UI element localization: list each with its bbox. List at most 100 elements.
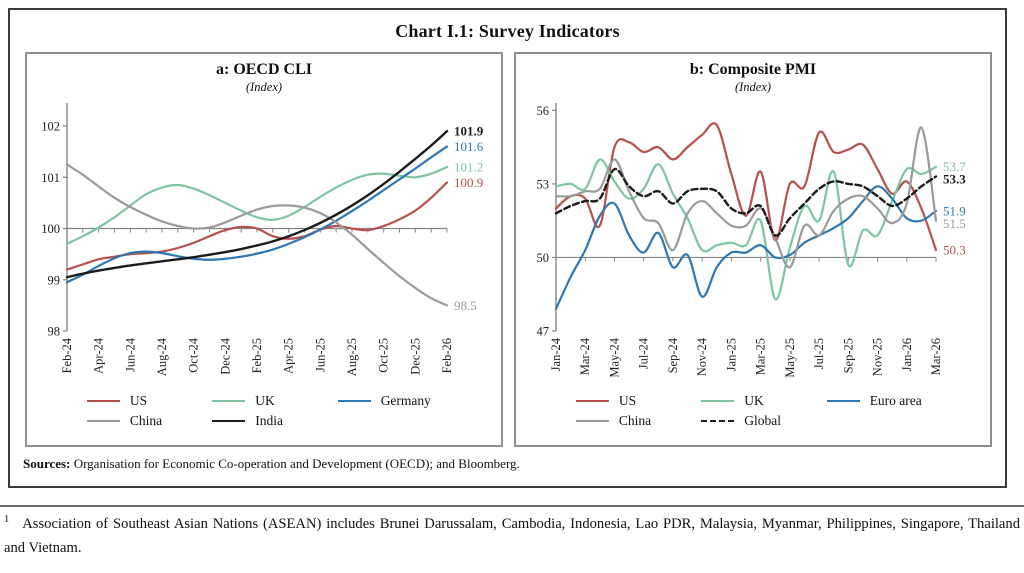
series-india <box>65 129 449 279</box>
series-end-label: 100.9 <box>454 175 483 190</box>
series-end-label: 53.7 <box>943 159 966 174</box>
legend-item-germany: Germany <box>337 393 463 409</box>
x-tick-label: Nov-24 <box>695 337 709 376</box>
panel-composite-pmi: b: Composite PMI (Index) 47 50 53 56 Jan-24 M… <box>514 52 992 447</box>
series-end-label: 101.6 <box>454 139 484 154</box>
legend-label: Euro area <box>869 393 922 408</box>
x-tick-label: Jun-24 <box>123 337 137 372</box>
sources-line: Sources: Organisation for Economic Co-op… <box>23 456 1005 472</box>
chart-panels: a: OECD CLI (Index) 98 99 100 101 102 Feb-24 A… <box>10 52 1005 447</box>
y-tick-label: 101 <box>41 171 60 185</box>
legend-swatch <box>701 420 735 422</box>
legend-label: UK <box>255 393 275 408</box>
x-tick-label: Mar-25 <box>754 338 768 375</box>
legend-label: US <box>129 393 148 408</box>
legend-item-china: China <box>575 413 701 429</box>
series-uk <box>65 165 449 245</box>
legend-item-uk: UK <box>212 393 337 409</box>
panel-oecd-cli: a: OECD CLI (Index) 98 99 100 101 102 Feb-24 A… <box>25 52 503 447</box>
footnote-marker: 1 <box>4 514 10 525</box>
x-tick-label: Jul-24 <box>637 337 651 369</box>
x-tick-label: Nov-25 <box>871 338 885 376</box>
series-euro-area <box>554 185 938 311</box>
legend-item-china: China <box>86 413 212 429</box>
series-china <box>554 126 938 269</box>
legend-swatch <box>212 400 246 402</box>
legend-label: China <box>618 413 652 428</box>
x-tick-label: Jan-24 <box>549 337 563 371</box>
x-tick-label: Oct-24 <box>187 337 201 372</box>
legend-item-india: India <box>212 413 337 429</box>
series-uk <box>554 158 938 301</box>
y-tick-label: 50 <box>537 251 550 265</box>
legend-swatch <box>86 420 120 422</box>
x-tick-label: Sep-24 <box>666 337 680 373</box>
legend-item-euro-area: Euro area <box>826 393 952 409</box>
series-china <box>65 163 449 307</box>
series-us <box>65 181 449 271</box>
x-tick-label: Oct-25 <box>377 338 391 373</box>
x-tick-label: Feb-25 <box>250 338 264 373</box>
y-tick-label: 99 <box>48 273 61 287</box>
series-end-label: 53.3 <box>943 172 966 187</box>
legend-swatch <box>701 400 735 402</box>
legend-label: UK <box>744 393 764 408</box>
panel-b-subtitle: (Index) <box>734 80 772 94</box>
panel-a-subtitle: (Index) <box>245 80 283 94</box>
oecd-cli-chart: 98 99 100 101 102 Feb-24 Apr-24 Jun-24 Aug-24 Oct… <box>41 103 484 376</box>
x-tick-label: Sep-25 <box>841 338 855 373</box>
x-tick-label: Jul-25 <box>812 338 826 369</box>
y-tick-label: 100 <box>41 222 60 236</box>
chart-frame: Chart I.1: Survey Indicators a: OECD CLI… <box>8 8 1007 488</box>
legend-swatch <box>337 400 371 402</box>
series-end-label: 51.9 <box>943 203 966 218</box>
x-tick-label: Jan-25 <box>724 338 738 371</box>
legend-label: Global <box>744 413 782 428</box>
x-tick-label: Dec-24 <box>218 337 232 375</box>
x-tick-label: Apr-25 <box>282 338 296 374</box>
panel-b-title: b: Composite PMI <box>689 61 817 78</box>
legend-swatch <box>212 420 246 422</box>
legend-item-uk: UK <box>701 393 826 409</box>
x-tick-label: Jan-26 <box>900 338 914 371</box>
x-tick-label: Aug-25 <box>345 338 359 376</box>
legend-item-us: US <box>575 393 701 409</box>
sources-label: Sources: <box>23 456 71 471</box>
x-tick-label: Mar-24 <box>578 337 592 375</box>
chart-title: Chart I.1: Survey Indicators <box>395 21 620 41</box>
composite-pmi-legend: US UK Euro area China Global <box>554 393 952 429</box>
series-end-label: 51.5 <box>943 216 966 231</box>
legend-label: Germany <box>380 393 431 408</box>
legend-label: US <box>618 393 637 408</box>
series-germany <box>65 145 449 284</box>
footnote-text: Association of Southeast Asian Nations (… <box>4 515 1020 556</box>
series-end-label: 50.3 <box>943 243 966 258</box>
y-tick-label: 53 <box>537 177 550 191</box>
legend-item-global: Global <box>701 413 826 429</box>
footnote: 1 Association of Southeast Asian Nations … <box>4 511 1020 560</box>
series-end-label: 98.5 <box>454 298 477 313</box>
x-tick-label: Dec-25 <box>408 338 422 375</box>
y-tick-label: 47 <box>537 325 550 339</box>
sources-text: Organisation for Economic Co-operation a… <box>73 456 520 471</box>
legend-swatch <box>575 420 609 422</box>
panel-a-title: a: OECD CLI <box>215 61 312 78</box>
series-end-label: 101.2 <box>454 160 483 175</box>
x-tick-label: May-25 <box>783 338 797 378</box>
legend-swatch <box>826 400 860 402</box>
x-tick-label: Aug-24 <box>155 337 169 376</box>
y-tick-label: 56 <box>537 104 550 118</box>
series-global <box>554 167 938 237</box>
x-tick-label: Feb-26 <box>440 338 454 373</box>
x-tick-label: Mar-26 <box>929 338 943 375</box>
x-tick-label: Apr-24 <box>92 337 106 374</box>
x-tick-label: May-24 <box>607 337 621 377</box>
y-tick-label: 102 <box>41 120 60 134</box>
x-tick-label: Feb-24 <box>60 337 74 373</box>
composite-pmi-chart: 47 50 53 56 Jan-24 Mar-24 May-24 Jul-24 Sep-24 No… <box>537 103 966 378</box>
legend-swatch <box>86 400 120 402</box>
legend-swatch <box>575 400 609 402</box>
y-tick-label: 98 <box>48 325 61 339</box>
legend-label: India <box>255 413 284 428</box>
legend-item-us: US <box>86 393 212 409</box>
